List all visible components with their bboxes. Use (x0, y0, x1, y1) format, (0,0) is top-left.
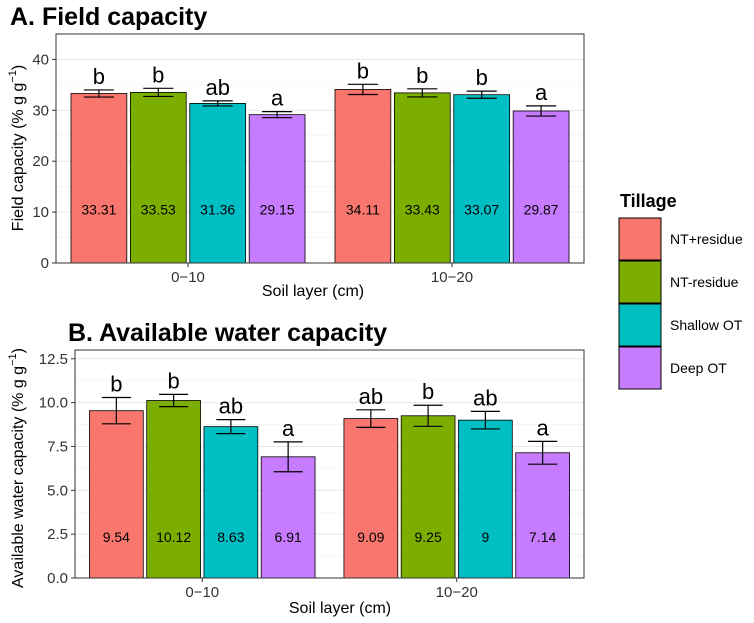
panel-b-y-tick-label: 5.0 (47, 482, 68, 499)
panel-a-y-tick-label: 40 (32, 51, 49, 68)
panel-a-value-label: 33.07 (464, 201, 499, 217)
legend-key-shallow-ot (618, 303, 662, 347)
panel-b-significance-label: b (422, 379, 434, 404)
panel-b-significance-label: ab (219, 394, 243, 419)
panel-b-x-tick-label: 10−20 (436, 584, 478, 601)
panel-a-value-label: 33.31 (81, 201, 116, 217)
panel-b-y-tick-label: 7.5 (47, 438, 68, 455)
panel-a-value-label: 33.53 (141, 201, 176, 217)
panel-a-value-label: 33.43 (405, 201, 440, 217)
panel-b-significance-label: b (110, 372, 122, 397)
legend-label-nt-residue-minus: NT-residue (670, 274, 739, 290)
panel-b-x-axis-title: Soil layer (cm) (289, 600, 391, 617)
legend: Tillage NT+residue NT-residue Shallow OT… (618, 191, 743, 390)
panel-b-value-label: 9.54 (103, 529, 130, 545)
panel-a-significance-label: b (416, 63, 428, 88)
panel-b-bar (203, 426, 259, 579)
panel-a-x-tick-label: 10−20 (431, 269, 473, 286)
panel-b-significance-label: b (167, 368, 179, 393)
legend-title: Tillage (620, 191, 677, 211)
panel-b-bar (89, 410, 144, 579)
panel-a-value-label: 29.15 (260, 201, 295, 217)
panel-a-significance-label: b (93, 64, 105, 89)
panel-b-significance-label: ab (359, 384, 383, 409)
panel-a-value-label: 31.36 (200, 201, 235, 217)
panel-b-value-label: 9.25 (414, 529, 441, 545)
panel-b-value-label: 9.09 (357, 529, 384, 545)
panel-b-significance-label: a (537, 415, 550, 440)
legend-label-deep-ot: Deep OT (670, 360, 727, 376)
panel-a-value-label: 29.87 (524, 201, 559, 217)
panel-a-bar (453, 94, 511, 264)
panel-b-bar (458, 419, 513, 579)
panel-a-y-axis-title: Field capacity (% g g−1) (7, 65, 27, 231)
panel-b-value-label: 8.63 (217, 529, 244, 545)
panel-a-plot: 0102030400−1033.31b33.53b31.36ab29.15a10… (32, 33, 585, 286)
panel-a-bar (393, 92, 451, 264)
panel-b-value-label: 7.14 (529, 529, 556, 545)
panel-a-x-tick-label: 0−10 (171, 269, 205, 286)
panel-a-y-tick-label: 0 (41, 255, 49, 272)
panel-a-y-tick-label: 20 (32, 153, 49, 170)
panel-b-significance-label: ab (473, 385, 497, 410)
panel-a-significance-label: a (535, 80, 548, 105)
panel-b-plot: 0.0 2.5 5.0 7.5 10.0 12.5 0−10 9.54 b 10.12 b 8.63 a… (39, 349, 585, 601)
panel-b-y-tick-label: 12.5 (39, 351, 68, 368)
panel-b-bar (343, 418, 399, 579)
panel-a-significance-label: ab (205, 75, 229, 100)
panel-b-y-tick-label: 10.0 (39, 395, 68, 412)
legend-label-shallow-ot: Shallow OT (670, 317, 743, 333)
panel-a-significance-label: b (476, 65, 488, 90)
legend-key-deep-ot (618, 346, 662, 390)
panel-a-x-axis-title: Soil layer (cm) (262, 283, 364, 300)
panel-b-y-tick-label: 0.0 (47, 570, 68, 587)
panel-b-bar (515, 452, 570, 579)
panel-a-bar (189, 103, 247, 264)
panel-a-y-tick-label: 10 (32, 204, 49, 221)
panel-a-bar (129, 91, 187, 264)
panel-b-bar (146, 400, 201, 579)
panel-a-bar (70, 93, 128, 264)
panel-a-bar (512, 110, 570, 264)
panel-b-significance-label: a (282, 416, 295, 441)
panel-b-bar (400, 415, 456, 579)
panel-a-significance-label: b (152, 62, 164, 87)
panel-a-bar (334, 89, 392, 264)
panel-a-plot-border (55, 33, 585, 264)
panel-a-significance-label: a (271, 86, 284, 111)
panel-b-bar (260, 456, 316, 579)
panel-a-title: A. Field capacity (10, 3, 207, 31)
legend-key-nt-residue-minus (618, 260, 662, 304)
panel-a-value-label: 34.11 (346, 201, 380, 217)
legend-label-nt-residue-plus: NT+residue (670, 231, 743, 247)
panel-b-x-tick-label: 0−10 (185, 584, 219, 601)
panel-a-y-tick-label: 30 (32, 102, 49, 119)
panel-b-value-label: 9 (481, 529, 489, 545)
panel-a-bar (248, 114, 306, 264)
panel-b-value-label: 10.12 (156, 529, 191, 545)
panel-a-significance-label: b (357, 58, 369, 83)
legend-key-nt-residue-plus (618, 217, 662, 261)
panel-b-title: B. Available water capacity (68, 319, 387, 347)
panel-b-value-label: 6.91 (275, 529, 302, 545)
panel-b-y-axis-title: Available water capacity (% g g−1) (7, 348, 27, 588)
panel-b-y-tick-label: 2.5 (47, 526, 68, 543)
panel-b-plot-border (74, 349, 585, 579)
